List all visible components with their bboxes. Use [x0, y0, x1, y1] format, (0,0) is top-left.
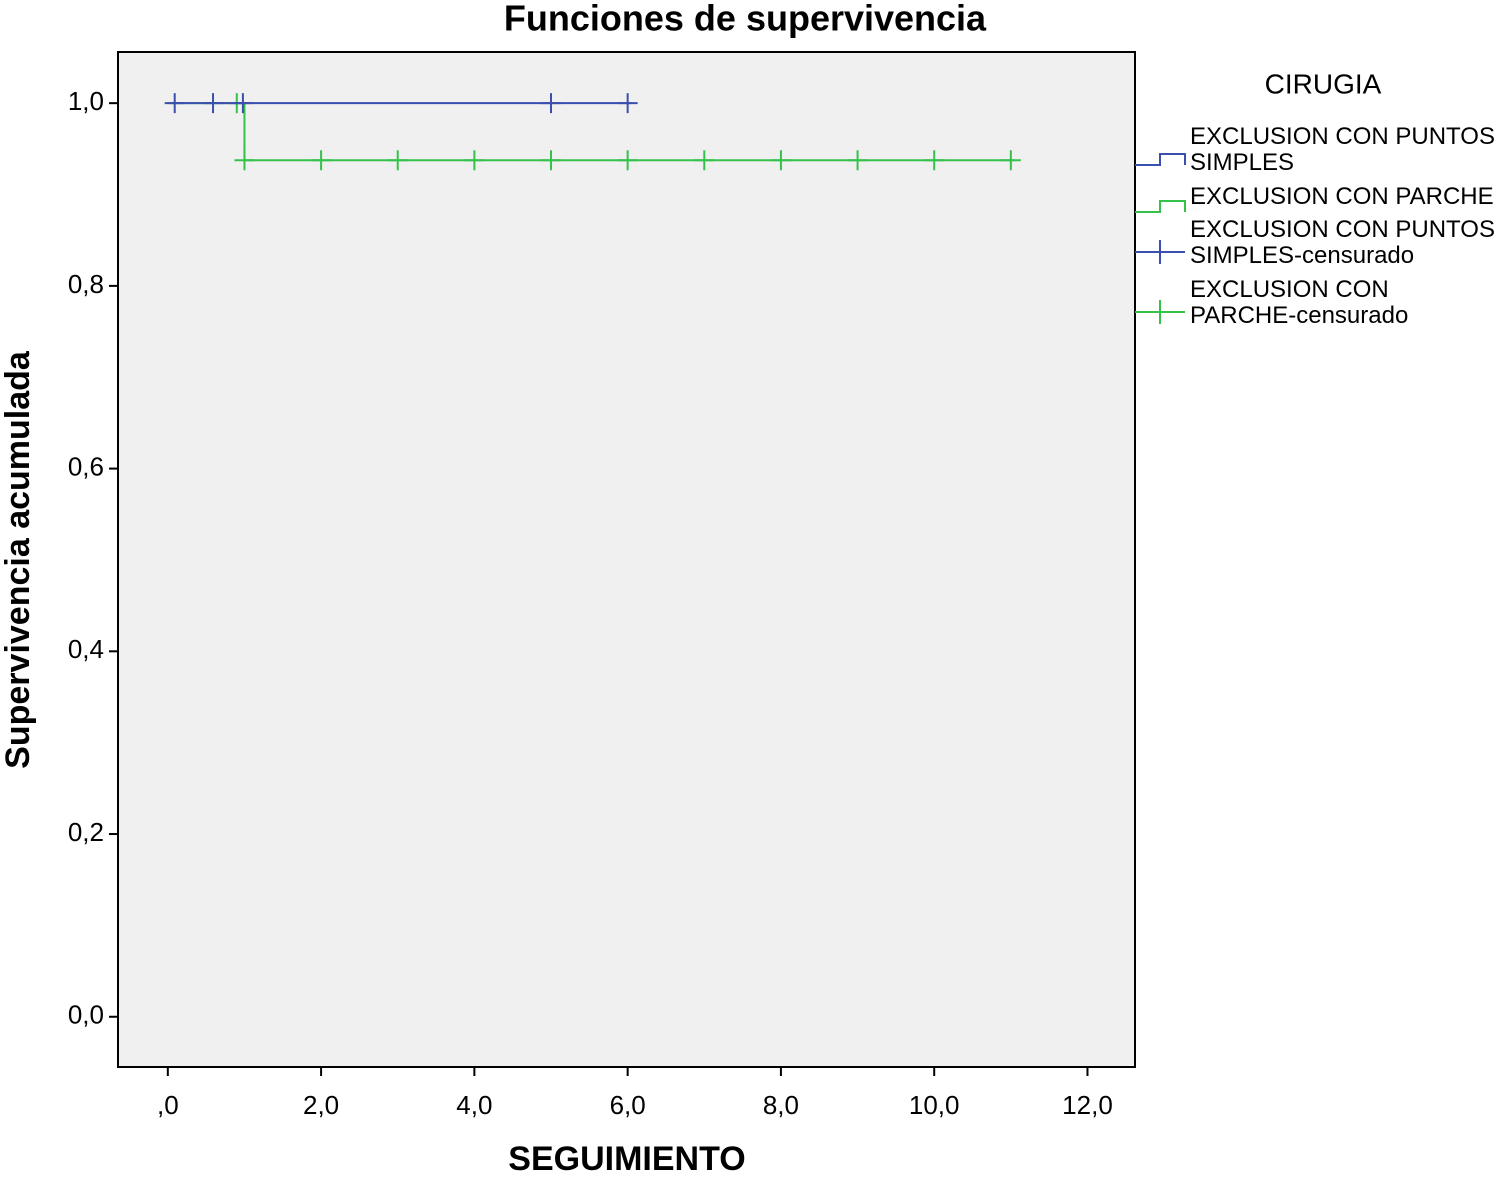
censor-mark — [847, 150, 868, 171]
censor-mark — [464, 150, 485, 171]
legend-title: CIRUGIA — [1265, 68, 1382, 99]
legend-symbol — [1135, 153, 1186, 166]
censor-mark — [617, 93, 638, 114]
x-tick-label: 4,0 — [456, 1090, 492, 1120]
censor-mark — [924, 150, 945, 171]
censor-mark — [541, 93, 562, 114]
censor-mark — [387, 150, 408, 171]
legend-label: EXCLUSION CON PARCHE — [1190, 183, 1494, 210]
legend-line: EXCLUSION CON PUNTOS — [1190, 123, 1495, 150]
x-tick-label: 8,0 — [763, 1090, 799, 1120]
censor-mark — [617, 150, 638, 171]
x-tick-label: 10,0 — [909, 1090, 960, 1120]
censor-mark — [164, 93, 185, 114]
censor-mark — [541, 150, 562, 171]
y-tick-label: 0,2 — [68, 817, 104, 847]
x-axis-label: SEGUIMIENTO — [508, 1140, 745, 1178]
x-tick-label: ,0 — [157, 1090, 179, 1120]
x-tick-label: 12,0 — [1062, 1090, 1113, 1120]
y-axis-label: Supervivencia acumulada — [0, 350, 37, 769]
legend-line: EXCLUSION CON — [1190, 276, 1389, 303]
legend-label: EXCLUSION CON PARCHE-censurado — [1190, 276, 1408, 329]
censor-mark — [1000, 150, 1021, 171]
censor-mark — [311, 150, 332, 171]
censor-mark — [234, 150, 255, 171]
censor-mark — [203, 93, 224, 114]
legend-line: PARCHE-censurado — [1190, 302, 1408, 329]
y-tick-label: 0,4 — [68, 634, 104, 664]
y-tick-label: 0,0 — [68, 1000, 104, 1030]
legend-symbol — [1135, 200, 1186, 213]
chart-title: Funciones de supervivencia — [504, 0, 987, 39]
x-tick-label: 6,0 — [610, 1090, 646, 1120]
legend-line: EXCLUSION CON PUNTOS — [1190, 216, 1495, 243]
y-tick-label: 0,8 — [68, 269, 104, 299]
legend-line: EXCLUSION CON PARCHE — [1190, 183, 1494, 210]
censor-mark — [770, 150, 791, 171]
y-tick-label: 0,6 — [68, 451, 104, 481]
y-tick-label: 1,0 — [68, 86, 104, 116]
legend-line: SIMPLES-censurado — [1190, 242, 1414, 269]
censor-mark — [232, 93, 253, 114]
legend-label: EXCLUSION CON PUNTOS SIMPLES — [1190, 123, 1495, 176]
x-tick-label: 2,0 — [303, 1090, 339, 1120]
legend-line: SIMPLES — [1190, 149, 1294, 176]
censor-mark — [694, 150, 715, 171]
plot-area — [117, 51, 1136, 1068]
legend-label: EXCLUSION CON PUNTOS SIMPLES-censurado — [1190, 216, 1495, 269]
